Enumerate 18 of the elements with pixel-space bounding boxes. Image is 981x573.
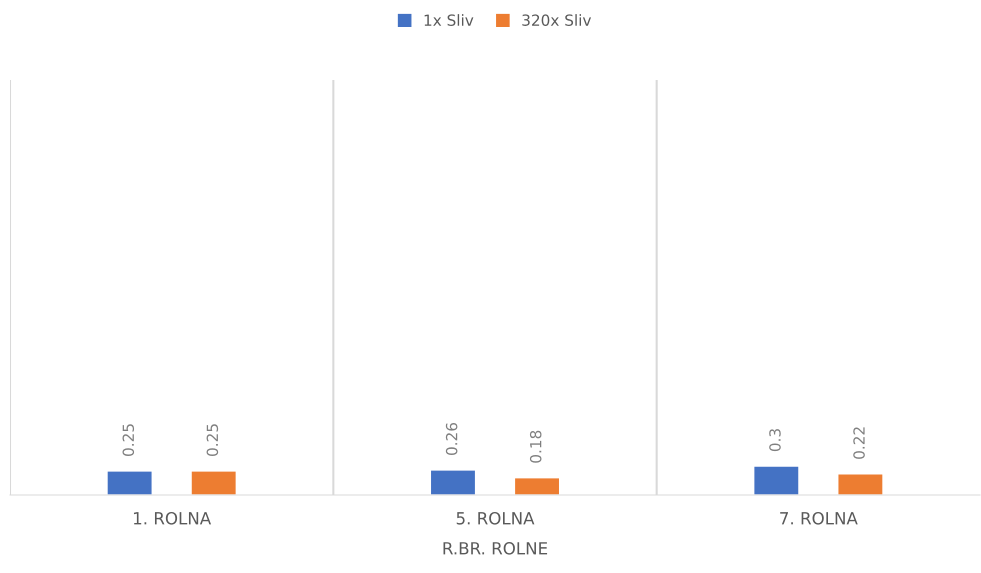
data-label: 0.18	[530, 430, 542, 463]
data-label: 0.25	[122, 424, 134, 456]
x-tick-label: 7. ROLNA	[780, 512, 858, 525]
bar	[752, 465, 800, 495]
bar	[514, 476, 560, 495]
data-label: 0.25	[206, 424, 218, 456]
x-tick-label: 1. ROLNA	[134, 512, 212, 525]
bar	[430, 469, 476, 495]
x-tick-label: 5. ROLNA	[456, 512, 534, 525]
data-label: 0.3	[769, 429, 781, 452]
data-label: 0.26	[446, 422, 458, 456]
data-label: 0.22	[853, 427, 865, 459]
bar	[190, 470, 238, 495]
legend-label: 1x Sliv	[424, 14, 474, 26]
x-axis-title: R.BR. ROLNE	[444, 542, 548, 555]
bar	[837, 473, 884, 495]
legend-label: 320x Sliv	[522, 14, 592, 26]
bar	[106, 470, 153, 495]
